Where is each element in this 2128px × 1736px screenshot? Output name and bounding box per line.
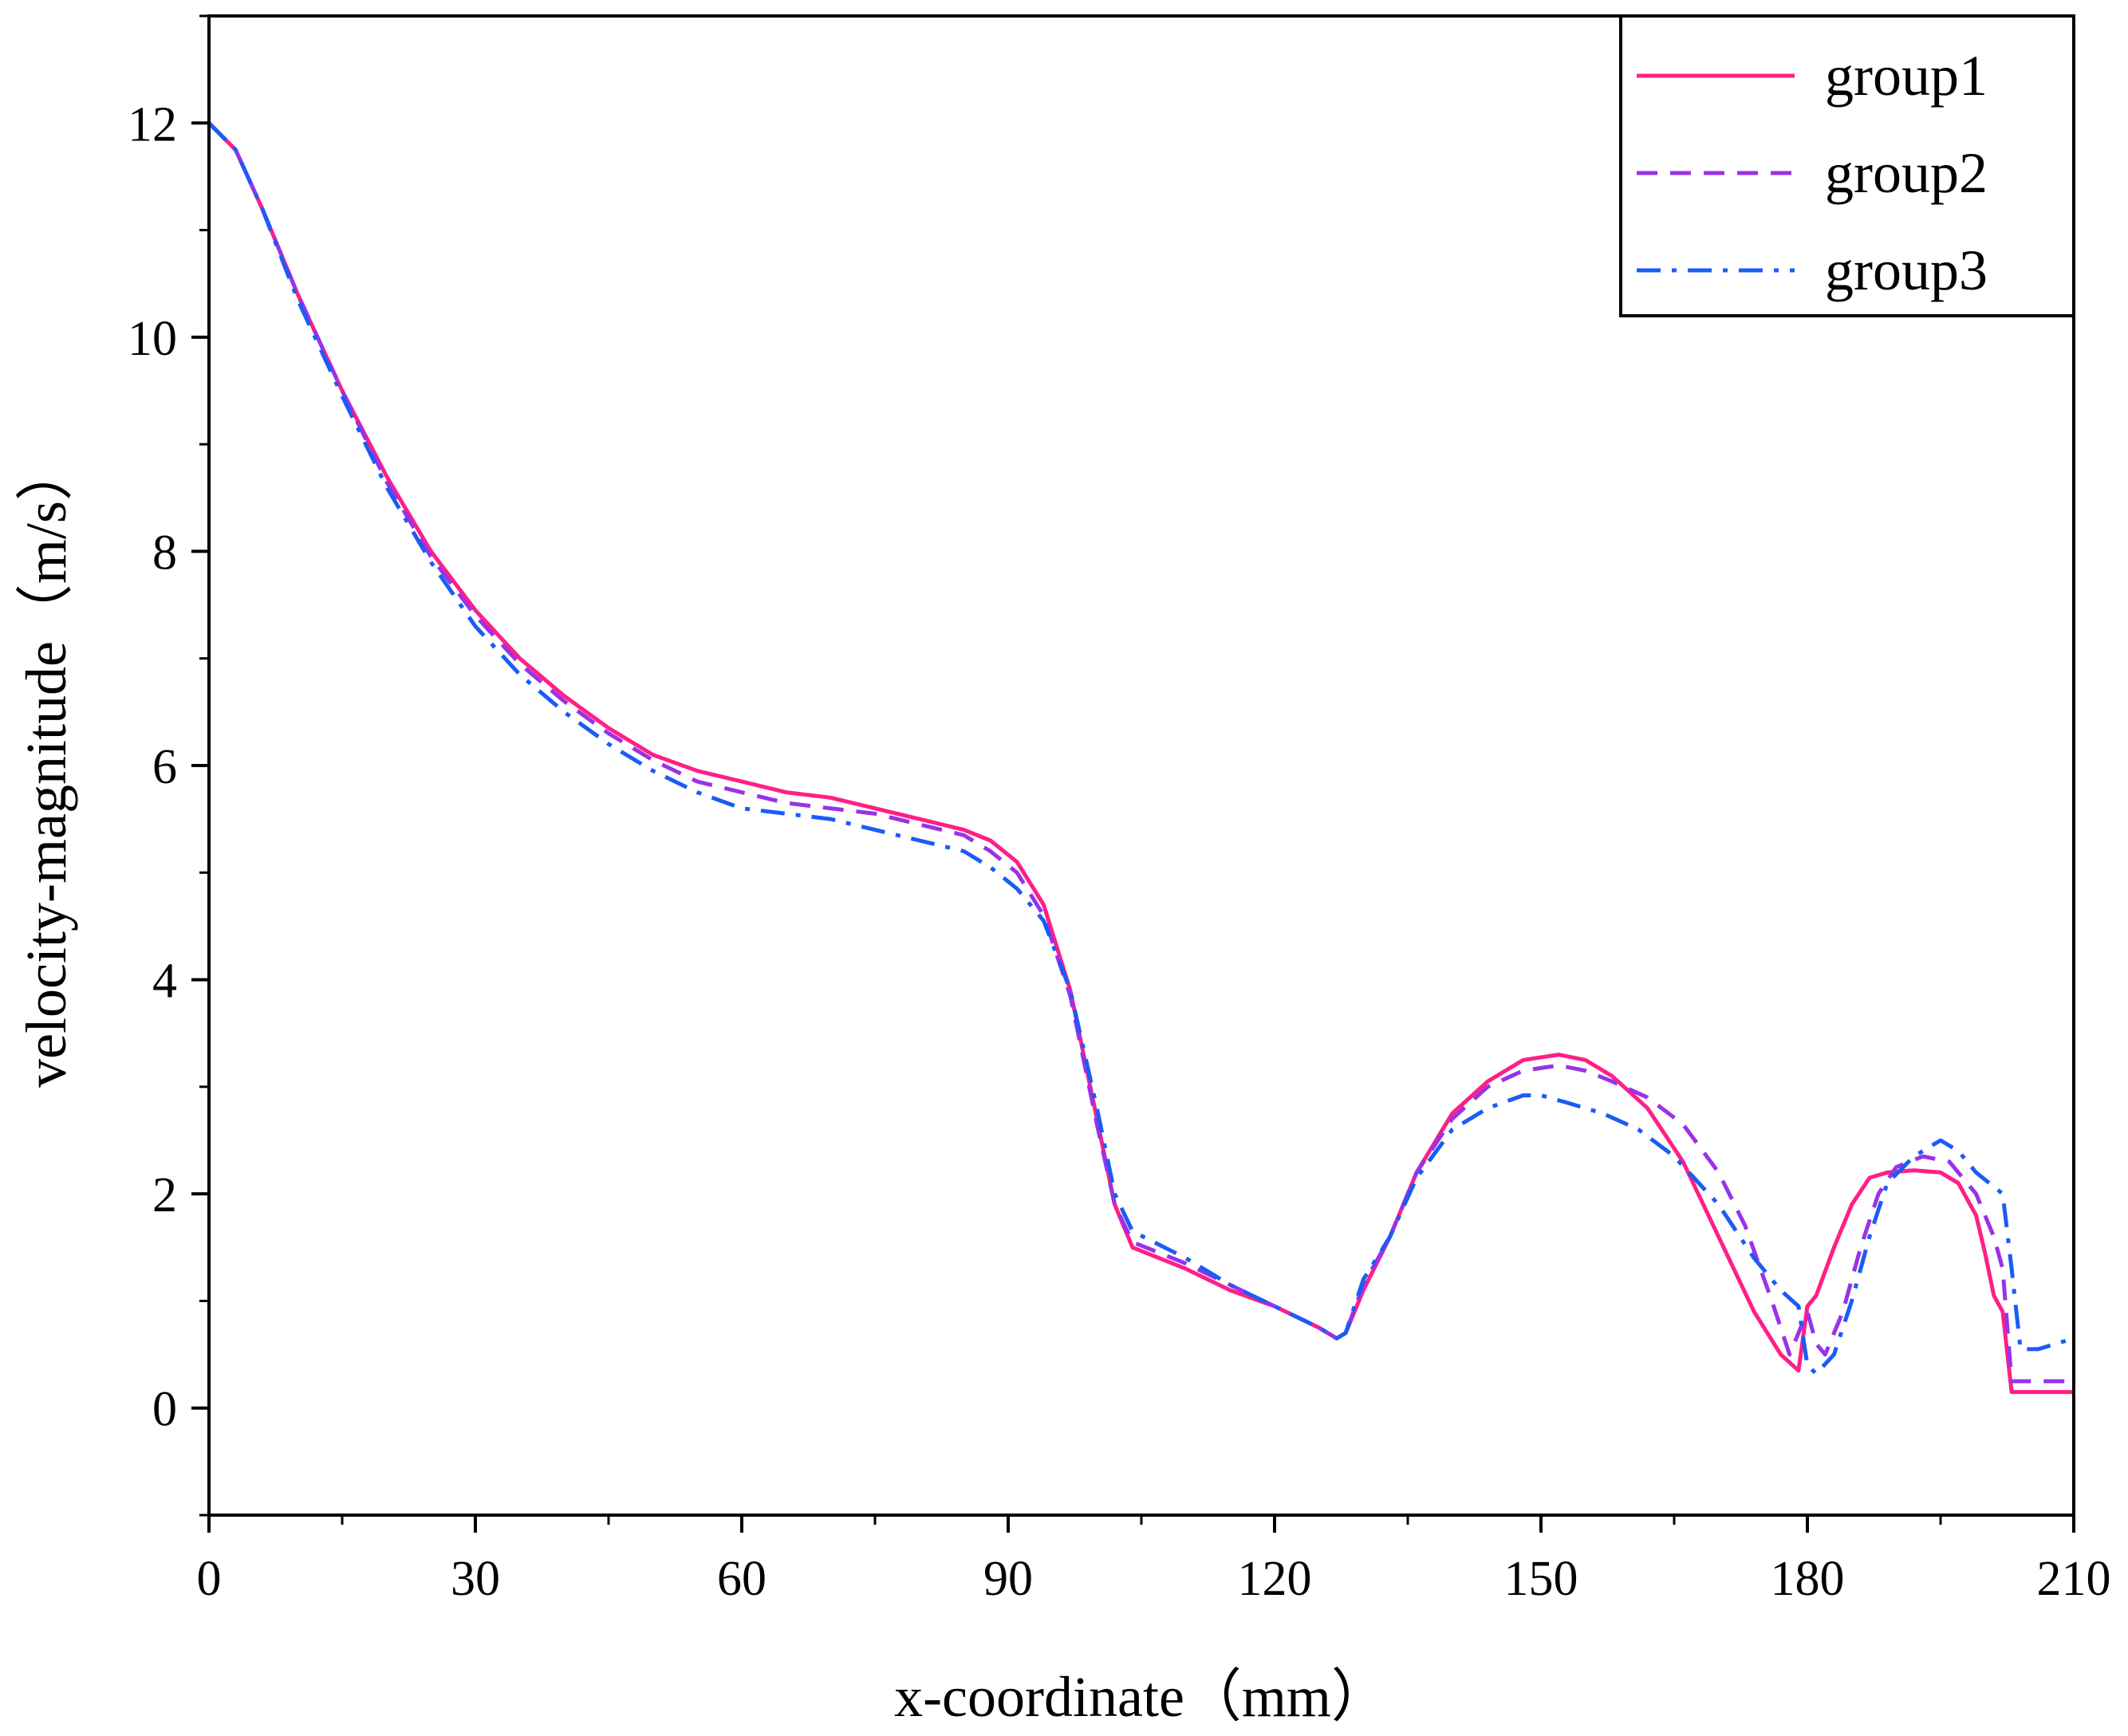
series-layer <box>209 120 2074 1395</box>
y-tick-label: 2 <box>152 1168 177 1222</box>
x-tick-label: 150 <box>1504 1552 1578 1606</box>
y-tick-label: 4 <box>152 955 177 1009</box>
x-tick-label: 90 <box>983 1552 1033 1606</box>
y-axis-title: velocity-magnitude（m/s） <box>14 443 78 1088</box>
series-line-group2 <box>209 121 2074 1384</box>
series-line-group3 <box>209 121 2074 1376</box>
x-tick-label: 180 <box>1771 1552 1845 1606</box>
y-tick-label: 12 <box>128 97 177 152</box>
legend-label-group1: group1 <box>1825 44 1988 108</box>
x-tick-label: 30 <box>451 1552 500 1606</box>
legend-label-group3: group3 <box>1825 238 1988 302</box>
legend: group1 group2 group3 <box>1619 14 2075 317</box>
ticks-layer: 0 30 60 90 120 150 180 210 0 2 4 6 8 10 12 <box>128 14 2111 1606</box>
x-tick-label: 210 <box>2037 1552 2111 1606</box>
y-tick-label: 0 <box>152 1383 177 1437</box>
x-tick-label: 0 <box>197 1552 222 1606</box>
legend-box <box>1619 14 2075 317</box>
x-axis-title: x-coordinate（mm） <box>894 1665 1389 1729</box>
x-tick-label: 120 <box>1238 1552 1312 1606</box>
y-tick-label: 8 <box>152 526 177 580</box>
y-tick-label: 6 <box>152 740 177 794</box>
x-tick-label: 60 <box>717 1552 766 1606</box>
y-tick-label: 10 <box>128 312 177 366</box>
legend-label-group2: group2 <box>1825 141 1988 205</box>
